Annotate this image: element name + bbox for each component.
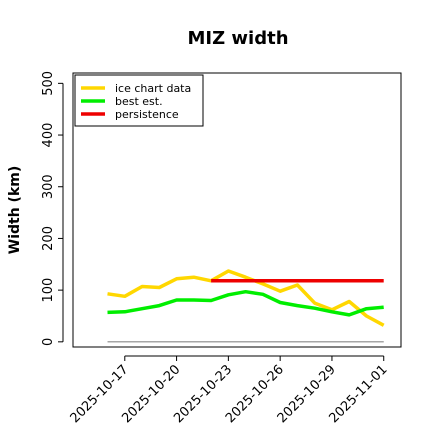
legend-label: persistence <box>115 108 179 121</box>
legend-label: best est. <box>115 95 163 108</box>
legend-label: ice chart data <box>115 82 191 95</box>
series-line-best-est <box>107 289 384 317</box>
y-tick-label: 400 <box>41 123 56 148</box>
x-axis: 2025-10-172025-10-202025-10-232025-10-26… <box>68 355 391 426</box>
chart-title: MIZ width <box>187 28 288 49</box>
y-axis: 0 100 200 300 400 500 <box>41 71 64 346</box>
y-tick-label: 200 <box>41 226 56 251</box>
y-tick-label: 300 <box>41 174 56 199</box>
plot-lines <box>107 269 385 343</box>
y-tick-label: 100 <box>41 278 56 303</box>
y-tick-label: 0 <box>41 338 56 346</box>
y-axis-label: Width (km) <box>7 166 23 255</box>
y-tick-label: 500 <box>41 71 56 96</box>
plot-frame <box>72 72 402 348</box>
series-line-ice-chart-data <box>107 269 385 327</box>
